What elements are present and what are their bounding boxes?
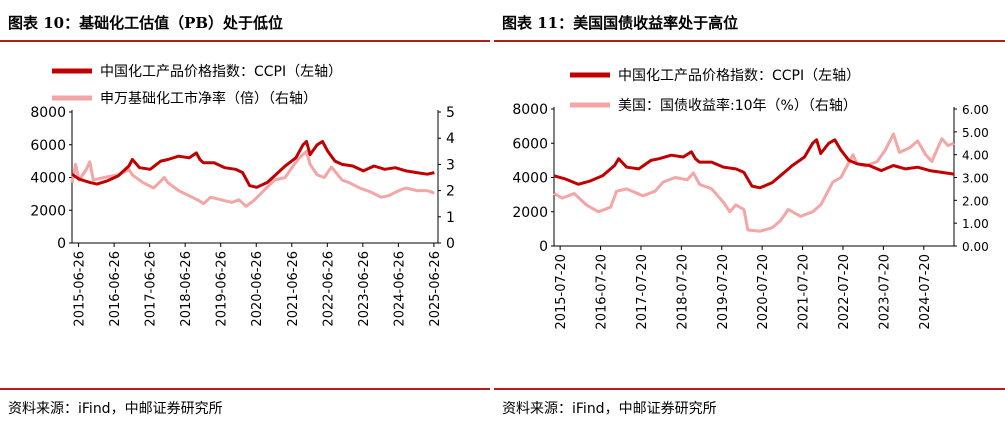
x-axis-tick-label: 2025-06-26 (428, 251, 443, 327)
right-axis-tick-label: 4 (446, 131, 455, 147)
x-axis-tick-label: 2020-06-26 (250, 251, 265, 327)
legend-label: 中国化工产品价格指数：CCPI（左轴） (100, 64, 342, 80)
x-axis-tick-label: 2024-07-20 (918, 254, 933, 330)
left-axis-tick-label: 8000 (512, 102, 548, 118)
title-divider (494, 40, 1005, 42)
x-axis-tick-label: 2015-06-26 (73, 251, 88, 327)
left-axis-tick-label: 4000 (512, 171, 548, 187)
right-axis-tick-label: 5 (446, 105, 455, 121)
title-divider (0, 40, 490, 42)
left-axis-tick-label: 2000 (512, 205, 548, 221)
x-axis-tick-label: 2022-07-20 (837, 254, 852, 330)
left-axis-tick-label: 4000 (30, 171, 66, 187)
right-axis-tick-label: 1.00 (962, 217, 989, 231)
right-axis-tick-label: 3.00 (962, 172, 989, 186)
x-axis-tick-label: 2017-06-26 (144, 251, 159, 327)
right-axis-tick-label: 0.00 (962, 240, 989, 254)
source-note: 资料来源：iFind，中邮证券研究所 (502, 401, 717, 417)
left-axis-tick-label: 6000 (30, 138, 66, 154)
series-line-ccpi (553, 138, 955, 190)
series-line-ccpi (71, 140, 435, 189)
x-axis-tick-label: 2019-07-20 (716, 254, 731, 330)
left-axis-tick-label: 2000 (30, 203, 66, 219)
x-axis-tick-label: 2016-07-20 (595, 254, 610, 330)
source-divider (494, 388, 1005, 390)
legend-label: 申万基础化工市净率（倍）（右轴） (100, 90, 317, 107)
left-axis-tick-label: 0 (539, 239, 548, 255)
right-axis-tick-label: 0 (446, 236, 455, 252)
left-axis-tick-label: 8000 (30, 105, 66, 121)
right-axis-tick-label: 2.00 (962, 194, 989, 208)
x-axis-tick-label: 2015-07-20 (554, 254, 569, 330)
right-axis-tick-label: 2 (446, 184, 455, 200)
right-axis-tick-label: 6.00 (962, 103, 989, 117)
x-axis-tick-label: 2016-06-26 (108, 251, 123, 327)
left-axis-tick-label: 0 (57, 236, 66, 252)
x-axis-tick-label: 2022-06-26 (321, 251, 336, 327)
source-note: 资料来源：iFind，中邮证券研究所 (8, 401, 223, 417)
right-axis-tick-label: 4.00 (962, 149, 989, 163)
right-axis-tick-label: 3 (446, 157, 455, 173)
line-chart-pb: 0 2000 4000 6000 8000 0 1 2 3 4 5 2015-06-26 2016-06… (30, 64, 455, 327)
x-axis-tick-label: 2018-06-26 (179, 251, 194, 327)
x-axis-tick-label: 2018-07-20 (675, 254, 690, 330)
x-axis-tick-label: 2017-07-20 (635, 254, 650, 330)
legend-label: 美国：国债收益率:10年（%）（右轴） (618, 97, 857, 114)
x-axis-tick-label: 2023-06-26 (357, 251, 372, 327)
x-axis-tick-label: 2019-06-26 (215, 251, 230, 327)
right-axis-tick-label: 5.00 (962, 126, 989, 140)
x-axis-tick-label: 2021-06-26 (286, 251, 301, 327)
source-divider (0, 388, 490, 390)
series-line-secondary (553, 132, 955, 233)
right-axis-tick-label: 1 (446, 210, 455, 226)
chart-panel-treasury: 图表 11：美国国债收益率处于高位 0 2000 4000 6000 8000 0.00 1… (494, 0, 1005, 435)
series-line-secondary (70, 149, 435, 208)
chart-title: 图表 11：美国国债收益率处于高位 (502, 14, 739, 32)
x-axis-tick-label: 2024-06-26 (392, 251, 407, 327)
line-chart-treasury: 0 2000 4000 6000 8000 0.00 1.00 2.00 3.00 4.00 5.0… (512, 68, 989, 330)
chart-title: 图表 10：基础化工估值（PB）处于低位 (8, 14, 284, 32)
legend-label: 中国化工产品价格指数：CCPI（左轴） (618, 68, 860, 84)
x-axis-tick-label: 2020-07-20 (756, 254, 771, 330)
left-axis-tick-label: 6000 (512, 136, 548, 152)
chart-panel-pb: 图表 10：基础化工估值（PB）处于低位 0 2000 4000 6000 8000 0 1… (0, 0, 490, 435)
x-axis-tick-label: 2021-07-20 (797, 254, 812, 330)
x-axis-tick-label: 2023-07-20 (877, 254, 892, 330)
